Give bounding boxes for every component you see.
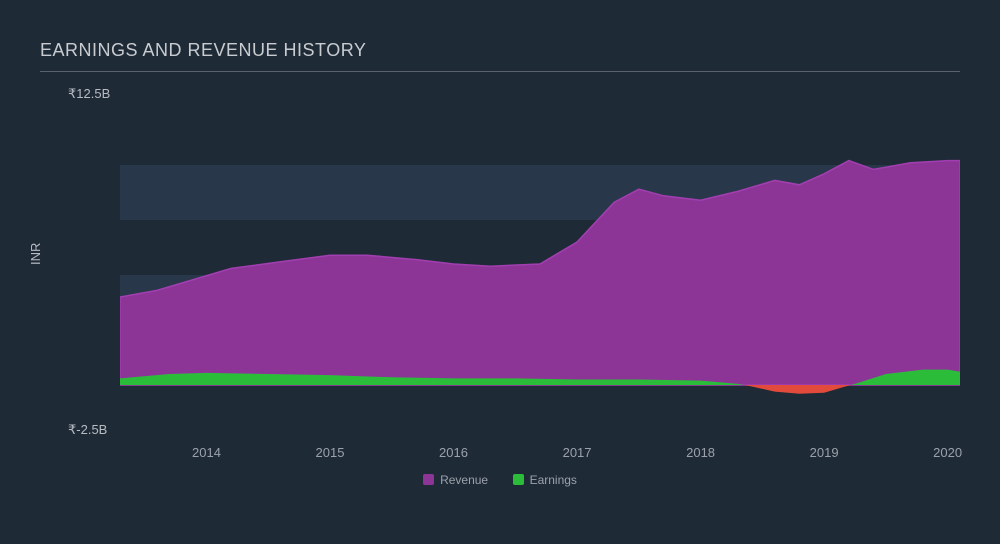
x-tick: 2015 [316,445,345,460]
legend-swatch-revenue [423,474,434,485]
y-axis-title: INR [28,243,43,265]
legend-label-revenue: Revenue [440,473,488,487]
legend-item-earnings: Earnings [513,473,577,487]
legend-label-earnings: Earnings [530,473,577,487]
earnings-area-negative [744,385,851,394]
y-tick-bottom: ₹-2.5B [68,422,107,438]
x-tick: 2016 [439,445,468,460]
x-tick: 2018 [686,445,715,460]
x-axis: 2014 2015 2016 2017 2018 2019 2020 [120,445,960,465]
plot-outer: ₹12.5B INR ₹-2.5B 2014201520162017201820… [40,90,960,490]
x-tick: 2017 [563,445,592,460]
legend-item-revenue: Revenue [423,473,488,487]
x-tick: 2019 [810,445,839,460]
title-underline [40,71,960,72]
x-tick: 2014 [192,445,221,460]
legend-swatch-earnings [513,474,524,485]
chart-title: EARNINGS AND REVENUE HISTORY [40,40,960,61]
revenue-area [120,161,960,385]
legend: Revenue Earnings [40,472,960,490]
chart-container: EARNINGS AND REVENUE HISTORY ₹12.5B INR … [0,0,1000,544]
x-tick: 2020 [933,445,962,460]
plot-area [120,110,960,440]
series-svg [120,110,960,440]
y-tick-top: ₹12.5B [68,86,110,102]
